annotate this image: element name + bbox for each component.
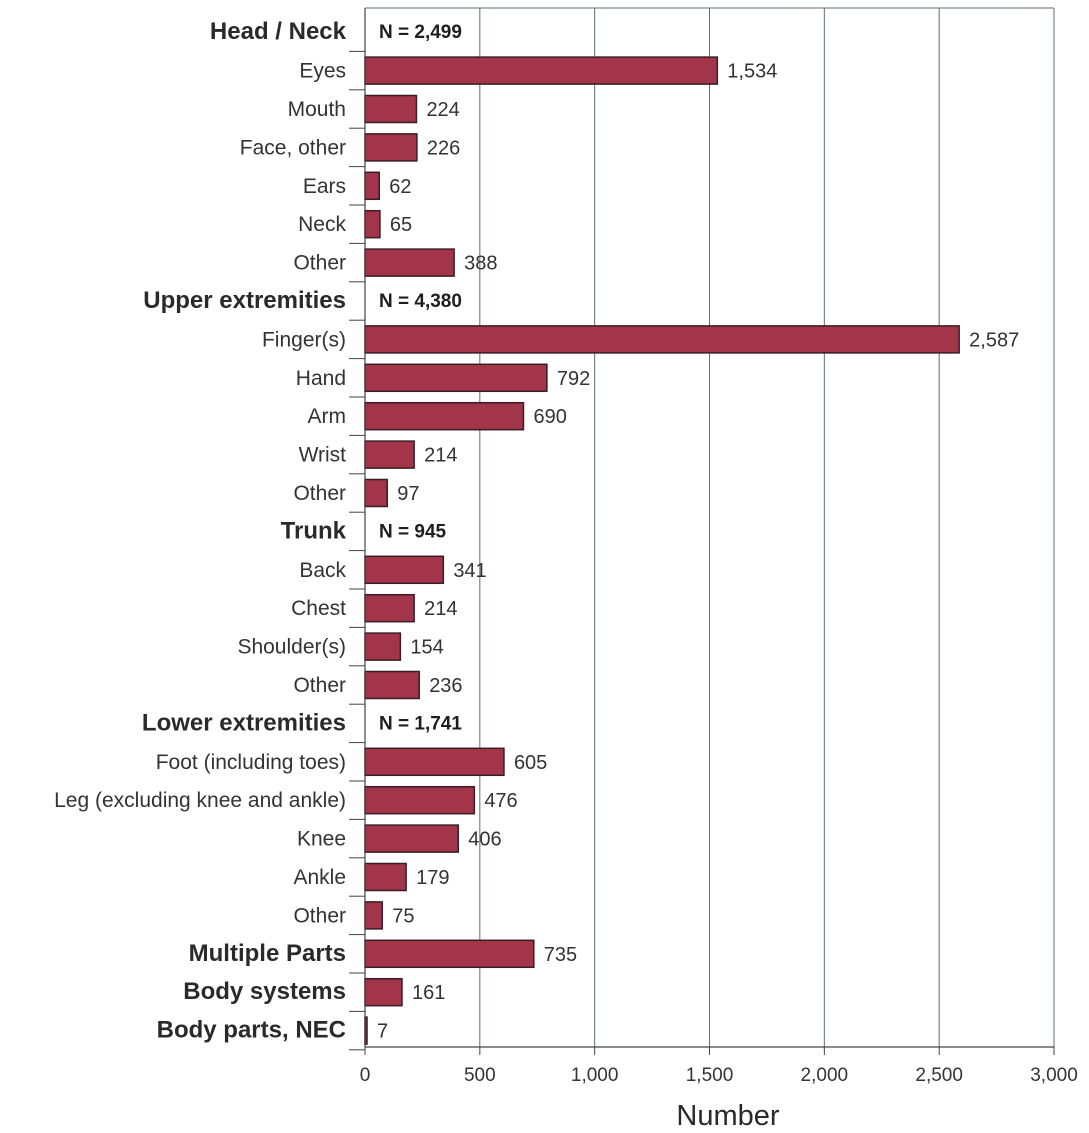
category-label: Ankle — [293, 866, 346, 889]
bar — [364, 555, 445, 585]
category-label: Neck — [298, 213, 346, 236]
bar — [364, 862, 407, 892]
axes — [349, 8, 1055, 1055]
bar — [364, 901, 383, 930]
category-label: Other — [293, 482, 346, 505]
bar — [364, 977, 403, 1007]
category-label: Back — [299, 559, 346, 582]
labels: Head / Neck N = 2,499 Eyes 1,534 Mouth 224 Fac… — [54, 18, 1078, 1086]
bar — [364, 440, 415, 469]
bar-value-label: 214 — [424, 598, 457, 620]
category-label: Trunk — [281, 517, 347, 544]
category-label: Chest — [291, 597, 346, 620]
x-axis-title: Number — [676, 1100, 779, 1132]
bar — [364, 248, 455, 277]
bar-value-label: 65 — [390, 214, 412, 236]
bar-value-label: 476 — [484, 790, 517, 812]
bar-value-label: 792 — [557, 368, 590, 390]
x-tick-label: 2,500 — [915, 1065, 963, 1086]
bar-value-label: 1,534 — [727, 61, 777, 83]
category-label: Finger(s) — [262, 328, 346, 351]
bar-value-label: 7 — [377, 1021, 388, 1043]
group-total-label: N = 945 — [379, 521, 447, 542]
bar-value-label: 236 — [429, 675, 462, 697]
bar — [364, 670, 420, 700]
bar — [364, 632, 402, 661]
bar-value-label: 690 — [533, 406, 566, 428]
bar — [364, 325, 960, 354]
bar-value-label: 2,587 — [969, 329, 1019, 351]
bar-value-label: 605 — [514, 752, 547, 774]
bar-value-label: 224 — [426, 99, 459, 121]
bar-value-label: 388 — [464, 253, 497, 275]
x-tick-label: 500 — [464, 1065, 496, 1086]
category-label: Foot (including toes) — [156, 751, 346, 774]
bar — [364, 94, 418, 124]
x-tick-label: 1,000 — [571, 1065, 619, 1086]
group-total-label: N = 4,380 — [379, 291, 462, 312]
category-label: Upper extremities — [143, 287, 346, 314]
bar-value-label: 62 — [389, 176, 411, 198]
category-label: Wrist — [299, 444, 347, 467]
bar — [364, 747, 505, 777]
bar-value-label: 341 — [453, 560, 486, 582]
bar-value-label: 97 — [397, 483, 419, 505]
x-tick-label: 2,000 — [801, 1065, 849, 1086]
bar-value-label: 406 — [468, 829, 501, 851]
bar-value-label: 179 — [416, 867, 449, 889]
category-label: Body parts, NEC — [157, 1017, 346, 1044]
bar-value-label: 161 — [412, 982, 445, 1004]
category-label: Eyes — [299, 60, 346, 83]
category-label: Other — [293, 252, 346, 275]
bar — [364, 133, 418, 162]
category-label: Knee — [297, 828, 346, 851]
bar — [364, 209, 381, 239]
bar-value-label: 214 — [424, 445, 457, 467]
bar — [364, 401, 525, 431]
bar-value-label: 226 — [427, 137, 460, 159]
category-label: Ears — [303, 175, 346, 198]
category-label: Other — [293, 904, 346, 927]
category-label: Shoulder(s) — [237, 636, 346, 659]
category-label: Hand — [296, 367, 346, 390]
bar — [364, 478, 389, 508]
x-tick-label: 1,500 — [686, 1065, 734, 1086]
group-total-label: N = 2,499 — [379, 22, 462, 43]
gridlines — [365, 7, 1055, 1047]
bar — [364, 593, 415, 623]
x-tick-label: 0 — [360, 1065, 371, 1086]
category-label: Body systems — [183, 978, 346, 1005]
category-label: Other — [293, 674, 346, 697]
category-label: Mouth — [288, 98, 346, 121]
bar — [364, 824, 459, 853]
bars — [364, 56, 960, 1045]
bar-value-label: 735 — [544, 944, 577, 966]
bar — [364, 939, 535, 969]
category-label: Face, other — [240, 136, 346, 159]
bar-value-label: 154 — [410, 637, 443, 659]
bar — [364, 171, 380, 201]
group-total-label: N = 1,741 — [379, 713, 462, 734]
bar — [364, 363, 548, 393]
x-tick-label: 3,000 — [1030, 1065, 1078, 1086]
category-label: Leg (excluding knee and ankle) — [54, 789, 346, 812]
category-label: Arm — [308, 405, 347, 428]
category-label: Head / Neck — [210, 18, 347, 45]
bar — [364, 785, 476, 815]
bar-value-label: 75 — [392, 905, 414, 927]
category-label: Multiple Parts — [189, 940, 346, 967]
bar — [364, 56, 719, 85]
category-label: Lower extremities — [142, 709, 346, 736]
